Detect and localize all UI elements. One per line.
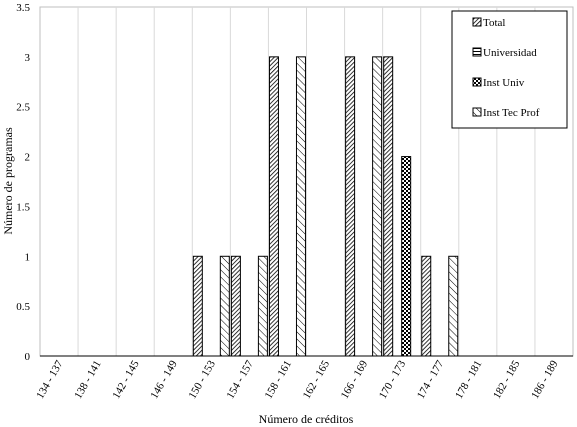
bar-total — [421, 255, 432, 357]
x-tick-label: 174 - 177 — [415, 358, 447, 401]
bar-inst-tec-prof — [448, 255, 459, 357]
legend-swatch — [472, 17, 482, 27]
x-tick-label: 146 - 149 — [148, 358, 180, 401]
x-tick-label: 178 - 181 — [453, 359, 484, 402]
y-tick-label: 2.5 — [16, 102, 30, 114]
bar-total — [345, 56, 356, 357]
x-axis-label: Número de créditos — [259, 412, 354, 426]
legend-box — [451, 10, 568, 129]
y-tick-label: 3 — [25, 52, 31, 64]
legend-swatch — [472, 47, 482, 57]
x-tick-label: 154 - 157 — [225, 358, 257, 401]
legend-label: Inst Univ — [483, 77, 525, 89]
bar-total — [192, 255, 203, 357]
legend-label: Universidad — [483, 47, 537, 59]
y-tick-label: 1.5 — [16, 201, 30, 213]
y-tick-label: 0 — [25, 351, 31, 363]
y-tick-label: 0.5 — [16, 301, 30, 313]
bars — [192, 56, 459, 357]
x-tick-label: 170 - 173 — [377, 358, 409, 401]
legend-label: Inst Tec Prof — [483, 107, 540, 119]
x-tick-label: 162 - 165 — [301, 358, 333, 401]
bar-inst-tec-prof — [257, 255, 268, 357]
x-tick-label: 166 - 169 — [339, 358, 371, 401]
x-tick-label: 134 - 137 — [34, 358, 66, 401]
bar-inst-tec-prof — [372, 56, 383, 357]
x-tick-label: 182 - 185 — [491, 358, 523, 401]
legend-swatch — [472, 77, 482, 87]
legend-swatch — [472, 107, 482, 117]
y-tick-label: 1 — [25, 251, 31, 263]
y-tick-label: 2 — [25, 152, 31, 164]
bar-inst-univ — [401, 156, 412, 357]
bar-total — [268, 56, 279, 357]
x-tick-label: 186 - 189 — [529, 358, 561, 401]
y-axis-label: Número de programas — [1, 127, 15, 235]
bar-total — [383, 56, 394, 357]
y-tick-label: 3.5 — [16, 2, 30, 14]
x-tick-label: 150 - 153 — [186, 358, 218, 401]
x-tick-label: 158 - 161 — [263, 359, 294, 402]
bar-inst-tec-prof — [219, 255, 230, 357]
legend-label: Total — [483, 17, 505, 29]
y-axis-ticks: 0 0.5 1 1.5 2 2.5 3 3.5 — [16, 2, 30, 363]
x-tick-label: 142 - 145 — [110, 358, 142, 401]
legend: Total Universidad Inst Univ Inst Tec Prof — [451, 10, 568, 129]
x-axis-ticks: 134 - 137 138 - 141 142 - 145 146 - 149 150 … — [34, 358, 561, 401]
bar-total — [230, 255, 241, 357]
bar-inst-tec-prof — [295, 56, 306, 357]
x-tick-label: 138 - 141 — [72, 359, 103, 402]
